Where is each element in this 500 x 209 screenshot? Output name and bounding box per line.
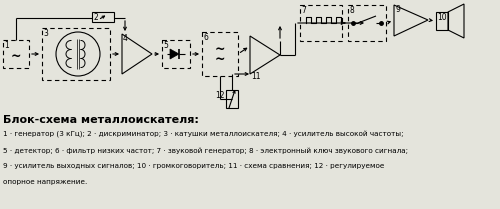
Bar [92, 12, 114, 22]
Text: 12: 12 [216, 91, 225, 100]
Text: Блок-схема металлоискателя:: Блок-схема металлоискателя: [3, 115, 199, 125]
Text: опорное напряжение.: опорное напряжение. [3, 179, 87, 185]
Text: 1 · генератор (3 кГц); 2 · дискриминатор; 3 · катушки металлоискателя; 4 · усили: 1 · генератор (3 кГц); 2 · дискриминатор… [3, 131, 404, 138]
Text: 3: 3 [43, 29, 48, 38]
Text: 9: 9 [395, 5, 400, 14]
Bar [42, 28, 110, 80]
Bar [348, 5, 386, 41]
Bar [226, 90, 238, 108]
Text: 7: 7 [301, 6, 306, 15]
Text: 11: 11 [251, 72, 260, 81]
Bar [162, 40, 190, 68]
Text: 1: 1 [4, 41, 9, 50]
Text: 4: 4 [123, 34, 128, 43]
Text: ~: ~ [11, 50, 21, 62]
Text: 5 · детектор; 6 · фильтр низких частот; 7 · звуковой генератор; 8 · электронный : 5 · детектор; 6 · фильтр низких частот; … [3, 147, 408, 153]
Text: 8: 8 [349, 6, 354, 15]
Bar [202, 32, 238, 76]
Polygon shape [170, 49, 179, 59]
Bar [436, 12, 448, 30]
Bar [3, 40, 29, 68]
Text: 2: 2 [93, 13, 98, 22]
Text: 10: 10 [437, 13, 446, 22]
Text: 5: 5 [163, 41, 168, 50]
Text: ~: ~ [215, 52, 225, 65]
Bar [300, 5, 342, 41]
Text: 6: 6 [203, 33, 208, 42]
Text: 9 · усилитель выходных сигналов; 10 · громкоговоритель; 11 · схема сравнения; 12: 9 · усилитель выходных сигналов; 10 · гр… [3, 163, 384, 169]
Text: ~: ~ [215, 42, 225, 56]
